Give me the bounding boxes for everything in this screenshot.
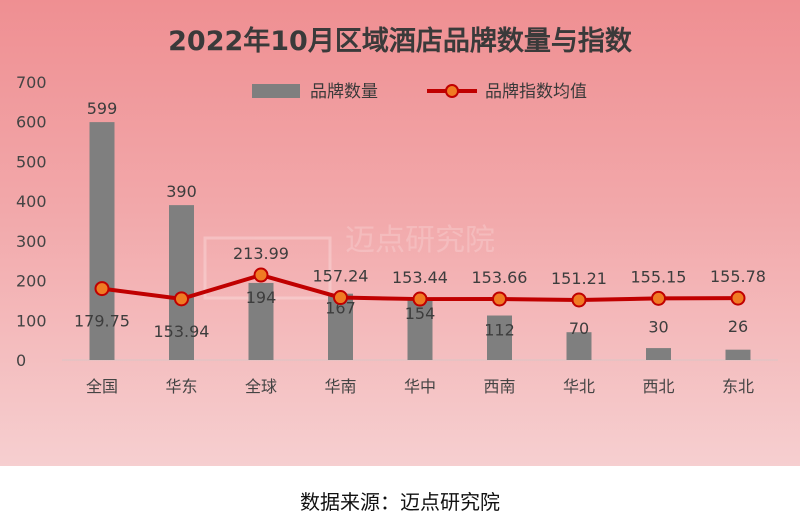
bar-value-label: 599 [87, 99, 118, 118]
y-tick-label: 300 [16, 232, 47, 251]
bar [89, 122, 115, 361]
bar-value-label: 70 [569, 319, 589, 338]
line-value-label: 157.24 [313, 267, 369, 286]
bar-value-label: 26 [728, 317, 748, 336]
watermark-text: 迈点研究院 [345, 223, 495, 258]
line-point [412, 291, 428, 307]
bar-labels: 599 390 194 167 154 112 70 30 26 [87, 99, 748, 339]
x-tick-label: 华东 [165, 377, 197, 396]
bar-value-label: 112 [484, 321, 515, 340]
chart-frame: 2022年10月区域酒店品牌数量与指数 品牌数量 品牌指数均值 迈点研究院 0 1… [0, 0, 800, 466]
line-labels: 179.75 153.94 213.99 157.24 153.44 153.66 151.… [74, 244, 766, 341]
line-point [651, 290, 666, 306]
legend-line-marker [445, 84, 459, 98]
legend-bar-label: 品牌数量 [310, 82, 378, 102]
bar-series [89, 122, 751, 361]
line-value-label: 153.66 [472, 268, 528, 287]
bar [407, 298, 433, 360]
y-tick-label: 600 [16, 113, 47, 132]
x-tick-label: 华中 [404, 377, 436, 396]
line-value-label: 153.44 [392, 268, 448, 287]
line-value-label: 179.75 [74, 312, 130, 331]
line-point [333, 290, 348, 306]
line-point [253, 267, 269, 283]
legend-bar-swatch [252, 84, 300, 98]
bar-value-label: 390 [166, 182, 197, 201]
line-value-label: 155.78 [710, 267, 766, 286]
legend-line-label: 品牌指数均值 [485, 82, 587, 102]
line-value-label: 213.99 [233, 244, 289, 263]
chart-title: 2022年10月区域酒店品牌数量与指数 [168, 25, 633, 57]
y-tick-label: 100 [16, 311, 47, 330]
line-point [730, 290, 746, 306]
x-tick-label: 全球 [245, 377, 277, 396]
data-source-note: 数据来源：迈点研究院 [300, 490, 500, 514]
y-tick-label: 500 [16, 152, 47, 171]
y-tick-label: 200 [16, 272, 47, 291]
chart: 2022年10月区域酒店品牌数量与指数 品牌数量 品牌指数均值 迈点研究院 0 1… [16, 25, 778, 396]
bar-value-label: 167 [325, 299, 356, 318]
bar [566, 332, 592, 360]
y-tick-label: 700 [16, 73, 47, 92]
x-tick-label: 东北 [722, 377, 754, 396]
line-value-label: 155.15 [631, 267, 687, 286]
line-value-label: 153.94 [154, 322, 210, 341]
line-point [174, 291, 189, 307]
bar [248, 282, 274, 360]
x-tick-label: 西南 [483, 377, 515, 396]
bar [169, 205, 194, 360]
bar-value-label: 30 [648, 317, 668, 336]
bar [646, 348, 671, 360]
x-tick-label: 西北 [642, 377, 674, 396]
y-axis: 0 100 200 300 400 500 600 700 [16, 73, 47, 370]
y-tick-label: 400 [16, 192, 47, 211]
x-axis: 全国 华东 全球 华南 华中 西南 华北 西北 东北 [86, 377, 754, 396]
x-tick-label: 华北 [563, 377, 595, 396]
line-point [492, 291, 507, 307]
y-tick-label: 0 [16, 351, 26, 370]
line-value-label: 151.21 [551, 269, 607, 288]
line-point [94, 281, 110, 297]
x-tick-label: 华南 [324, 377, 356, 396]
bar [487, 315, 512, 360]
bar [725, 349, 751, 360]
line-series [94, 267, 746, 308]
line-point [571, 292, 587, 308]
bar-value-label: 154 [405, 304, 436, 323]
x-tick-label: 全国 [86, 377, 118, 396]
bar-value-label: 194 [246, 288, 277, 307]
